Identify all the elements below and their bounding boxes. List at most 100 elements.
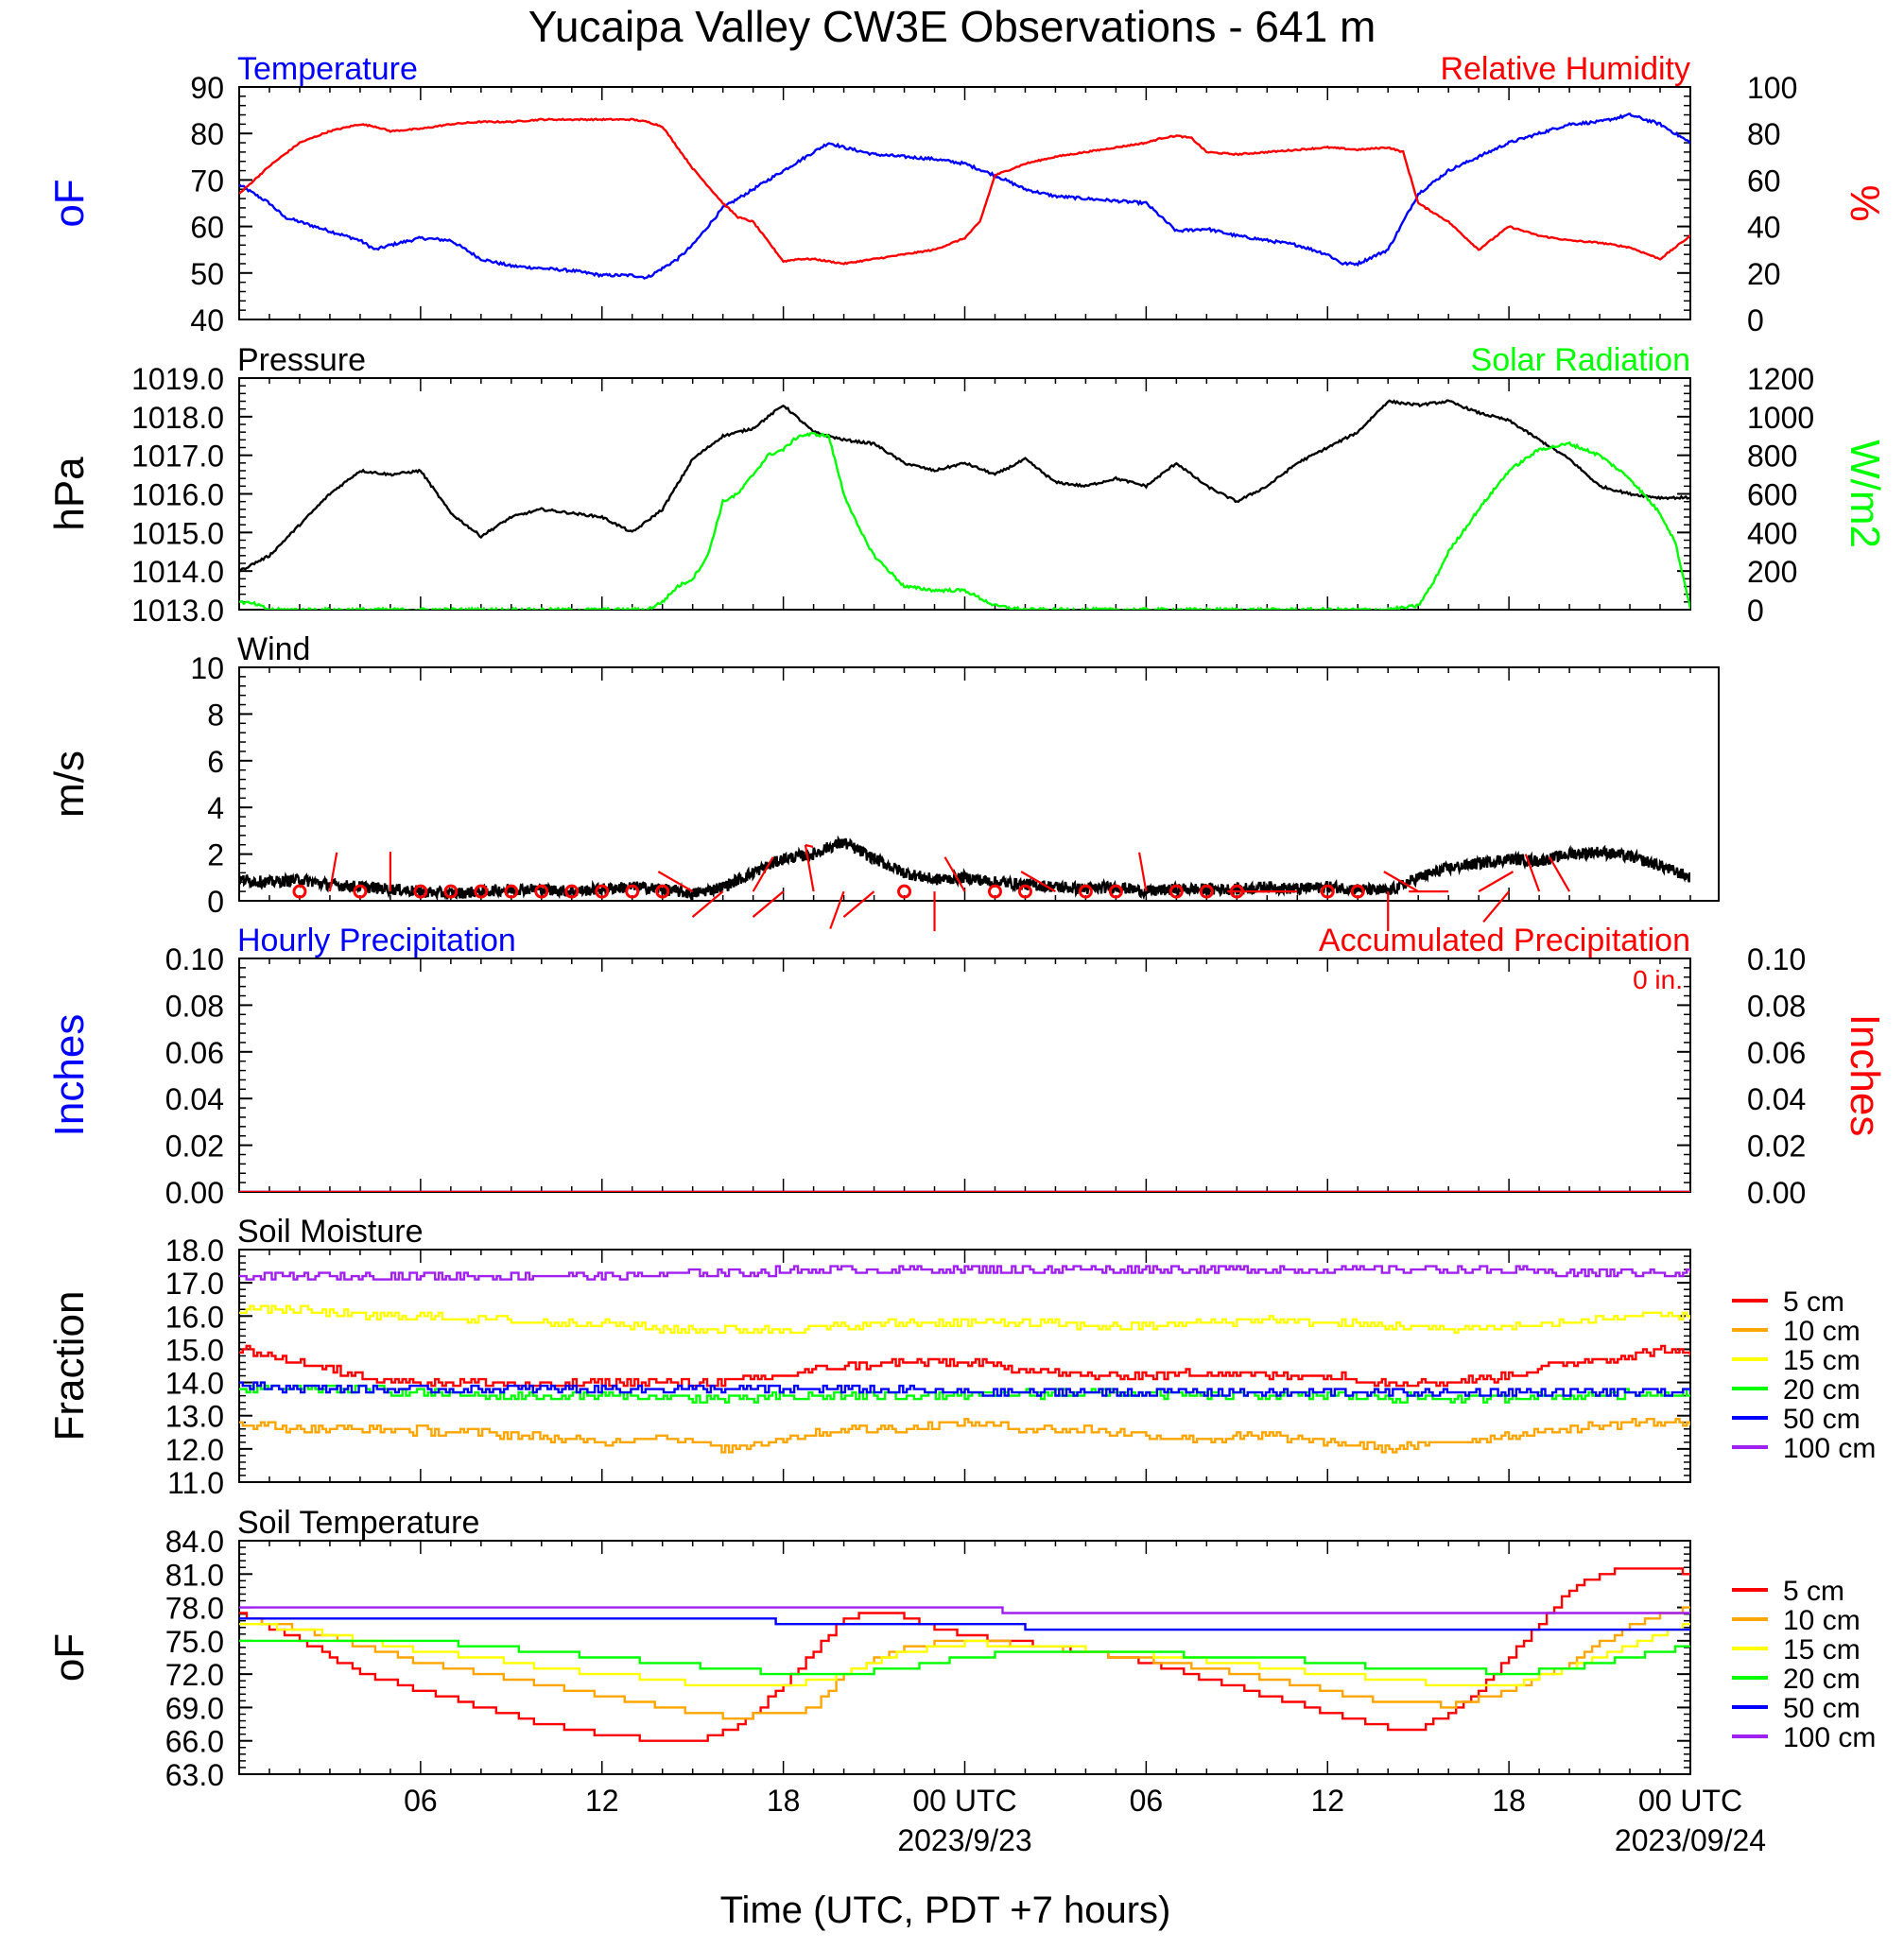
y-tick-label-right: 800	[1747, 440, 1797, 474]
legend-label: 10 cm	[1783, 1316, 1861, 1347]
wind-barb	[691, 890, 724, 918]
y-tick-label: 8	[207, 698, 224, 732]
series-line-50-cm	[239, 1381, 1690, 1397]
wind-barb	[1482, 890, 1510, 923]
legend-label: 10 cm	[1783, 1605, 1861, 1636]
wind-barb-calm	[564, 884, 580, 899]
panel-soil_temperature: 84.081.078.075.072.069.066.063.0 Soil Tem…	[46, 1505, 1876, 1792]
panel-label-left: Wind	[237, 631, 310, 667]
y-tick-label: 70	[190, 164, 224, 198]
legend-label: 20 cm	[1783, 1374, 1861, 1406]
y-tick-label: 4	[207, 791, 224, 825]
y-tick-label: 40	[190, 303, 224, 337]
wind-barb-calm	[1017, 884, 1032, 899]
y-unit-left: Inches	[46, 1014, 93, 1137]
wind-barb	[1524, 854, 1541, 892]
legend-label: 20 cm	[1783, 1664, 1861, 1695]
panel-label-right: Accumulated Precipitation	[1319, 923, 1690, 958]
y-tick-label-right: 200	[1747, 555, 1797, 589]
panel-soil_moisture: 18.017.016.015.014.013.012.011.0 Soil Moi…	[46, 1214, 1876, 1500]
panel-frame	[238, 666, 1720, 902]
wind-barb-calm	[534, 884, 549, 899]
wind-barb-calm	[353, 884, 368, 899]
legend-label: 100 cm	[1783, 1722, 1876, 1753]
panel-label-left: Soil Moisture	[237, 1214, 424, 1250]
y-tick-label: 1016.0	[131, 478, 224, 512]
y-tick-label: 50	[190, 257, 224, 291]
series-line-solar-radiation	[239, 432, 1690, 610]
series-line-5-cm	[239, 1344, 1690, 1388]
y-tick-label-right: 0.08	[1747, 989, 1806, 1023]
y-tick-label: 0.00	[165, 1176, 224, 1210]
series-line-wind	[239, 835, 1690, 901]
y-tick-label-right: 0	[1747, 303, 1764, 337]
y-tick-label: 78.0	[165, 1592, 224, 1626]
y-tick-label: 1017.0	[131, 440, 224, 474]
y-tick-label: 2	[207, 838, 224, 872]
wind-barb-calm	[1108, 884, 1123, 899]
y-tick-label-right: 80	[1747, 117, 1781, 151]
y-unit-left: Fraction	[46, 1291, 93, 1441]
panel-wind: 10 8 6 4 2 0 Wind m/s	[46, 631, 1720, 932]
legend-label: 50 cm	[1783, 1693, 1861, 1724]
panel-label-left: Temperature	[237, 51, 418, 87]
series-line-20-cm	[239, 1639, 1690, 1676]
series-line-20-cm	[239, 1384, 1690, 1404]
legend-label: 100 cm	[1783, 1433, 1876, 1464]
legend-label: 15 cm	[1783, 1634, 1861, 1665]
x-date-label: 2023/9/23	[897, 1823, 1031, 1857]
wind-barb	[328, 852, 338, 892]
y-tick-label-right: 600	[1747, 478, 1797, 512]
y-tick-label: 18.0	[165, 1234, 224, 1268]
wind-barb	[752, 856, 774, 892]
wind-barb-calm	[1199, 884, 1214, 899]
wind-barb-calm	[655, 884, 670, 899]
y-tick-label-right: 0.06	[1747, 1036, 1806, 1070]
wind-barb	[1020, 871, 1056, 893]
series-line-5-cm	[239, 1567, 1690, 1742]
wind-barb-calm	[1168, 884, 1184, 899]
y-tick-label-right: 1200	[1747, 362, 1814, 396]
y-unit-left: oF	[46, 1633, 93, 1682]
series-line-10-cm	[239, 1418, 1690, 1454]
y-tick-label-right: 1000	[1747, 401, 1814, 435]
wind-barb	[1549, 856, 1571, 892]
series-line-100-cm	[239, 1265, 1690, 1281]
series-line-temperature	[239, 112, 1690, 280]
y-tick-label-right: 60	[1747, 164, 1781, 198]
panel-label-left: Soil Temperature	[237, 1505, 479, 1541]
wind-barb-calm	[1078, 884, 1093, 899]
y-tick-label: 11.0	[167, 1466, 224, 1500]
panel-label-right: Relative Humidity	[1440, 51, 1690, 87]
y-tick-label: 72.0	[165, 1658, 224, 1692]
panel-label-right: Solar Radiation	[1471, 342, 1690, 378]
chart-title: Yucaipa Valley CW3E Observations - 641 m	[528, 2, 1376, 51]
y-tick-label-right: 0	[1747, 594, 1764, 628]
panel-label-left: Hourly Precipitation	[237, 923, 516, 958]
y-unit-left: m/s	[46, 751, 93, 818]
x-axis-title: Time (UTC, PDT +7 hours)	[720, 1890, 1171, 1931]
x-tick-label: 06	[404, 1784, 438, 1818]
y-tick-label: 12.0	[165, 1433, 224, 1467]
legend-label: 5 cm	[1783, 1576, 1844, 1607]
y-tick-label-right: 400	[1747, 516, 1797, 550]
y-tick-label: 84.0	[165, 1525, 224, 1559]
series-line-15-cm	[239, 1623, 1690, 1687]
y-unit-left: oF	[46, 179, 93, 227]
panel-label-left: Pressure	[237, 342, 366, 378]
y-tick-label-right: 0.00	[1747, 1176, 1806, 1210]
x-tick-label: 06	[1130, 1784, 1164, 1818]
wind-barb-calm	[987, 884, 1002, 899]
y-tick-label: 60	[190, 211, 224, 245]
x-tick-label: 18	[767, 1784, 801, 1818]
panel-precipitation: 0.10 0.08 0.06 0.04 0.02 0.00 0.10 0.08 0.06 0.04…	[46, 923, 1888, 1210]
y-tick-label: 0.08	[165, 989, 224, 1023]
y-tick-label: 0.06	[165, 1036, 224, 1070]
wind-barb-calm	[474, 884, 489, 899]
wind-barb-calm	[413, 884, 428, 899]
wind-barb-calm	[625, 884, 640, 899]
wind-barb	[943, 856, 966, 892]
wind-barb-calm	[292, 884, 307, 899]
legend-label: 50 cm	[1783, 1404, 1861, 1435]
